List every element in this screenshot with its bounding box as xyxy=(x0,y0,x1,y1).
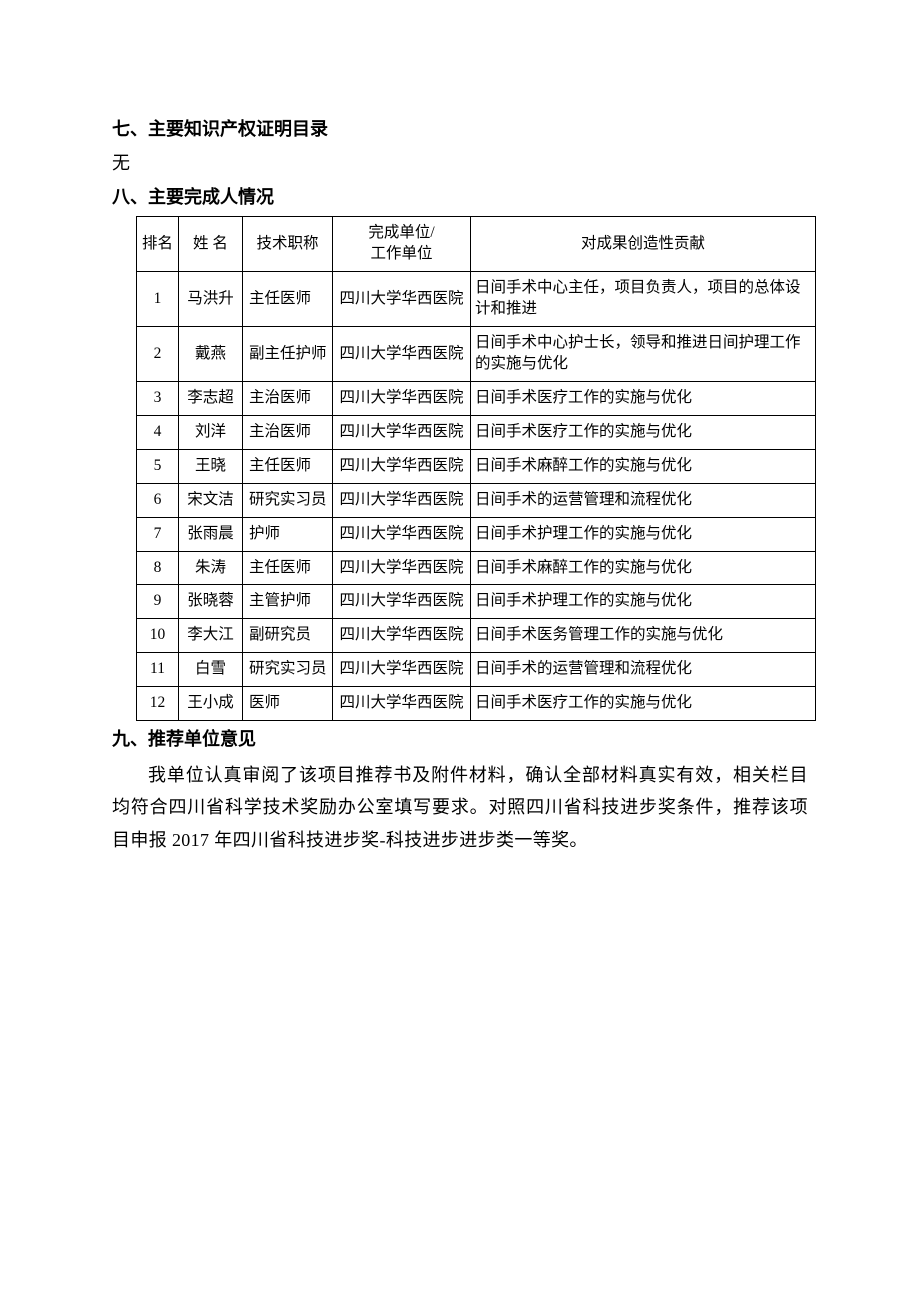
cell-title: 医师 xyxy=(243,687,333,721)
cell-name: 朱涛 xyxy=(179,551,243,585)
cell-unit: 四川大学华西医院 xyxy=(333,517,471,551)
cell-rank: 9 xyxy=(137,585,179,619)
cell-rank: 4 xyxy=(137,415,179,449)
cell-name: 张雨晨 xyxy=(179,517,243,551)
cell-unit: 四川大学华西医院 xyxy=(333,551,471,585)
table-row: 4刘洋主治医师四川大学华西医院日间手术医疗工作的实施与优化 xyxy=(137,415,816,449)
cell-title: 主任医师 xyxy=(243,449,333,483)
cell-unit: 四川大学华西医院 xyxy=(333,381,471,415)
cell-unit: 四川大学华西医院 xyxy=(333,619,471,653)
header-unit-line1: 完成单位/ xyxy=(368,224,434,241)
table-row: 9张晓蓉主管护师四川大学华西医院日间手术护理工作的实施与优化 xyxy=(137,585,816,619)
cell-name: 马洪升 xyxy=(179,272,243,327)
table-body: 1马洪升主任医师四川大学华西医院日间手术中心主任，项目负责人，项目的总体设计和推… xyxy=(137,272,816,721)
cell-name: 王小成 xyxy=(179,687,243,721)
table-header-row: 排名 姓 名 技术职称 完成单位/ 工作单位 对成果创造性贡献 xyxy=(137,217,816,272)
section-seven-heading: 七、主要知识产权证明目录 xyxy=(112,115,808,144)
cell-rank: 1 xyxy=(137,272,179,327)
table-row: 3李志超主治医师四川大学华西医院日间手术医疗工作的实施与优化 xyxy=(137,381,816,415)
cell-name: 刘洋 xyxy=(179,415,243,449)
cell-title: 主管护师 xyxy=(243,585,333,619)
cell-contribution: 日间手术医疗工作的实施与优化 xyxy=(471,381,816,415)
cell-contribution: 日间手术医疗工作的实施与优化 xyxy=(471,415,816,449)
cell-name: 戴燕 xyxy=(179,327,243,382)
cell-unit: 四川大学华西医院 xyxy=(333,415,471,449)
table-row: 1马洪升主任医师四川大学华西医院日间手术中心主任，项目负责人，项目的总体设计和推… xyxy=(137,272,816,327)
table-row: 10李大江副研究员四川大学华西医院日间手术医务管理工作的实施与优化 xyxy=(137,619,816,653)
cell-name: 宋文洁 xyxy=(179,483,243,517)
section-nine-paragraph: 我单位认真审阅了该项目推荐书及附件材料，确认全部材料真实有效，相关栏目均符合四川… xyxy=(112,759,808,856)
cell-unit: 四川大学华西医院 xyxy=(333,585,471,619)
cell-unit: 四川大学华西医院 xyxy=(333,653,471,687)
header-contribution: 对成果创造性贡献 xyxy=(471,217,816,272)
cell-title: 主治医师 xyxy=(243,381,333,415)
header-unit-line2: 工作单位 xyxy=(370,245,432,262)
table-row: 7张雨晨护师四川大学华西医院日间手术护理工作的实施与优化 xyxy=(137,517,816,551)
cell-title: 主任医师 xyxy=(243,551,333,585)
cell-rank: 10 xyxy=(137,619,179,653)
section-nine-heading: 九、推荐单位意见 xyxy=(112,725,808,754)
header-unit: 完成单位/ 工作单位 xyxy=(333,217,471,272)
header-title: 技术职称 xyxy=(243,217,333,272)
cell-name: 王晓 xyxy=(179,449,243,483)
cell-name: 白雪 xyxy=(179,653,243,687)
table-row: 11白雪研究实习员四川大学华西医院日间手术的运营管理和流程优化 xyxy=(137,653,816,687)
cell-unit: 四川大学华西医院 xyxy=(333,327,471,382)
cell-contribution: 日间手术麻醉工作的实施与优化 xyxy=(471,449,816,483)
section-seven-body: 无 xyxy=(112,149,808,178)
cell-title: 主治医师 xyxy=(243,415,333,449)
cell-rank: 3 xyxy=(137,381,179,415)
cell-contribution: 日间手术的运营管理和流程优化 xyxy=(471,653,816,687)
cell-name: 李大江 xyxy=(179,619,243,653)
cell-rank: 12 xyxy=(137,687,179,721)
header-rank: 排名 xyxy=(137,217,179,272)
cell-rank: 6 xyxy=(137,483,179,517)
cell-title: 研究实习员 xyxy=(243,653,333,687)
cell-rank: 8 xyxy=(137,551,179,585)
table-row: 6宋文洁研究实习员四川大学华西医院日间手术的运营管理和流程优化 xyxy=(137,483,816,517)
cell-title: 研究实习员 xyxy=(243,483,333,517)
cell-title: 护师 xyxy=(243,517,333,551)
cell-name: 李志超 xyxy=(179,381,243,415)
cell-unit: 四川大学华西医院 xyxy=(333,272,471,327)
cell-rank: 5 xyxy=(137,449,179,483)
cell-contribution: 日间手术医疗工作的实施与优化 xyxy=(471,687,816,721)
header-name: 姓 名 xyxy=(179,217,243,272)
cell-contribution: 日间手术麻醉工作的实施与优化 xyxy=(471,551,816,585)
personnel-table: 排名 姓 名 技术职称 完成单位/ 工作单位 对成果创造性贡献 1马洪升主任医师… xyxy=(136,216,816,721)
cell-unit: 四川大学华西医院 xyxy=(333,449,471,483)
cell-name: 张晓蓉 xyxy=(179,585,243,619)
section-eight-heading: 八、主要完成人情况 xyxy=(112,183,808,212)
table-row: 2戴燕副主任护师四川大学华西医院日间手术中心护士长，领导和推进日间护理工作的实施… xyxy=(137,327,816,382)
table-row: 5王晓主任医师四川大学华西医院日间手术麻醉工作的实施与优化 xyxy=(137,449,816,483)
cell-title: 副主任护师 xyxy=(243,327,333,382)
table-row: 8朱涛主任医师四川大学华西医院日间手术麻醉工作的实施与优化 xyxy=(137,551,816,585)
cell-rank: 7 xyxy=(137,517,179,551)
cell-contribution: 日间手术中心主任，项目负责人，项目的总体设计和推进 xyxy=(471,272,816,327)
cell-unit: 四川大学华西医院 xyxy=(333,687,471,721)
cell-title: 副研究员 xyxy=(243,619,333,653)
cell-contribution: 日间手术护理工作的实施与优化 xyxy=(471,585,816,619)
cell-rank: 11 xyxy=(137,653,179,687)
cell-rank: 2 xyxy=(137,327,179,382)
cell-contribution: 日间手术医务管理工作的实施与优化 xyxy=(471,619,816,653)
table-row: 12王小成医师四川大学华西医院日间手术医疗工作的实施与优化 xyxy=(137,687,816,721)
cell-contribution: 日间手术护理工作的实施与优化 xyxy=(471,517,816,551)
cell-contribution: 日间手术中心护士长，领导和推进日间护理工作的实施与优化 xyxy=(471,327,816,382)
cell-unit: 四川大学华西医院 xyxy=(333,483,471,517)
cell-contribution: 日间手术的运营管理和流程优化 xyxy=(471,483,816,517)
cell-title: 主任医师 xyxy=(243,272,333,327)
